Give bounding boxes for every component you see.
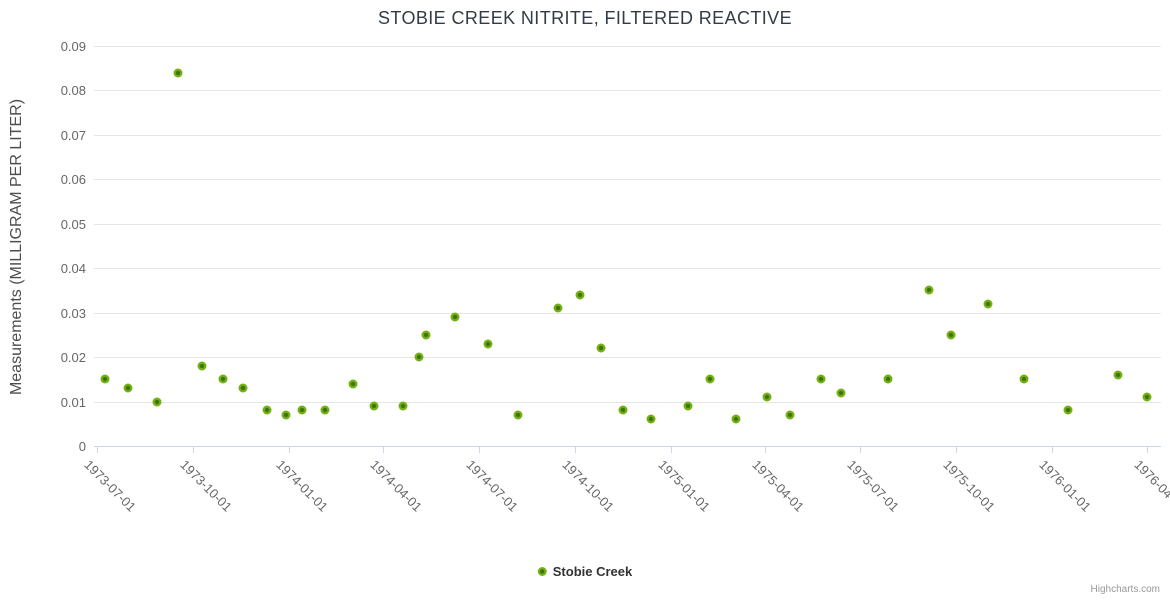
y-gridline: [94, 402, 1161, 403]
legend-item-stobie-creek[interactable]: Stobie Creek: [537, 564, 633, 579]
x-tick-label: 1973-10-01: [177, 457, 236, 515]
y-tick-label: 0.08: [60, 83, 86, 98]
data-point[interactable]: [946, 330, 956, 340]
x-tick: [97, 447, 98, 453]
data-point[interactable]: [123, 383, 133, 393]
data-point[interactable]: [785, 410, 795, 420]
x-tick: [575, 447, 576, 453]
legend-label: Stobie Creek: [552, 564, 633, 579]
data-point[interactable]: [762, 392, 772, 402]
x-tick: [383, 447, 384, 453]
highcharts-credit-link[interactable]: Highcharts.com: [1090, 584, 1160, 595]
x-tick-label: 1974-04-01: [367, 457, 426, 515]
data-point[interactable]: [1142, 392, 1152, 402]
data-point[interactable]: [924, 285, 934, 295]
data-point[interactable]: [816, 374, 826, 384]
y-tick-label: 0.09: [60, 39, 86, 54]
data-point[interactable]: [646, 414, 656, 424]
data-point[interactable]: [1063, 405, 1073, 415]
data-point[interactable]: [983, 299, 993, 309]
x-tick-label: 1976-04-01: [1131, 457, 1170, 515]
y-gridline: [94, 313, 1161, 314]
data-point[interactable]: [618, 405, 628, 415]
y-tick-label: 0.04: [60, 261, 86, 276]
y-tick-label: 0.06: [60, 172, 86, 187]
x-tick-label: 1976-01-01: [1036, 457, 1095, 515]
data-point[interactable]: [218, 374, 228, 384]
y-gridline: [94, 179, 1161, 180]
y-gridline: [94, 357, 1161, 358]
x-tick: [479, 447, 480, 453]
y-gridline: [94, 46, 1161, 47]
x-tick-label: 1974-10-01: [559, 457, 618, 515]
data-point[interactable]: [100, 374, 110, 384]
data-point[interactable]: [197, 361, 207, 371]
x-tick-label: 1975-04-01: [749, 457, 808, 515]
data-point[interactable]: [731, 414, 741, 424]
data-point[interactable]: [262, 405, 272, 415]
x-tick: [1052, 447, 1053, 453]
data-point[interactable]: [173, 68, 183, 78]
y-gridline: [94, 90, 1161, 91]
data-point[interactable]: [320, 405, 330, 415]
x-tick-label: 1975-10-01: [940, 457, 999, 515]
x-tick: [956, 447, 957, 453]
data-point[interactable]: [836, 388, 846, 398]
data-point[interactable]: [297, 405, 307, 415]
data-point[interactable]: [705, 374, 715, 384]
data-point[interactable]: [553, 303, 563, 313]
data-point[interactable]: [1113, 370, 1123, 380]
data-point[interactable]: [369, 401, 379, 411]
y-tick-label: 0.02: [60, 350, 86, 365]
data-point[interactable]: [450, 312, 460, 322]
y-gridline: [94, 135, 1161, 136]
y-tick-label: 0.03: [60, 306, 86, 321]
y-tick-label: 0.01: [60, 395, 86, 410]
x-tick: [1147, 447, 1148, 453]
data-point[interactable]: [513, 410, 523, 420]
data-point[interactable]: [398, 401, 408, 411]
y-gridline: [94, 224, 1161, 225]
x-axis-line: [94, 446, 1161, 447]
x-tick-label: 1974-07-01: [463, 457, 522, 515]
data-point[interactable]: [1019, 374, 1029, 384]
data-point[interactable]: [414, 352, 424, 362]
legend-marker-icon: [537, 567, 547, 576]
x-tick: [671, 447, 672, 453]
x-tick-label: 1973-07-01: [81, 457, 140, 515]
y-tick-label: 0.07: [60, 128, 86, 143]
x-tick-label: 1975-01-01: [655, 457, 714, 515]
data-point[interactable]: [596, 343, 606, 353]
x-tick: [193, 447, 194, 453]
data-point[interactable]: [348, 379, 358, 389]
data-point[interactable]: [152, 397, 162, 407]
y-tick-label: 0.05: [60, 217, 86, 232]
chart-title: STOBIE CREEK NITRITE, FILTERED REACTIVE: [378, 8, 792, 28]
data-point[interactable]: [483, 339, 493, 349]
y-axis-title: Measurements (MILLIGRAM PER LITER): [8, 98, 25, 396]
x-tick: [765, 447, 766, 453]
y-gridline: [94, 268, 1161, 269]
x-tick-label: 1975-07-01: [844, 457, 903, 515]
data-point[interactable]: [683, 401, 693, 411]
x-tick: [860, 447, 861, 453]
x-tick-label: 1974-01-01: [273, 457, 332, 515]
data-point[interactable]: [421, 330, 431, 340]
data-point[interactable]: [883, 374, 893, 384]
data-point[interactable]: [575, 290, 585, 300]
x-tick: [289, 447, 290, 453]
data-point[interactable]: [238, 383, 248, 393]
data-point[interactable]: [281, 410, 291, 420]
y-tick-label: 0: [78, 439, 86, 454]
